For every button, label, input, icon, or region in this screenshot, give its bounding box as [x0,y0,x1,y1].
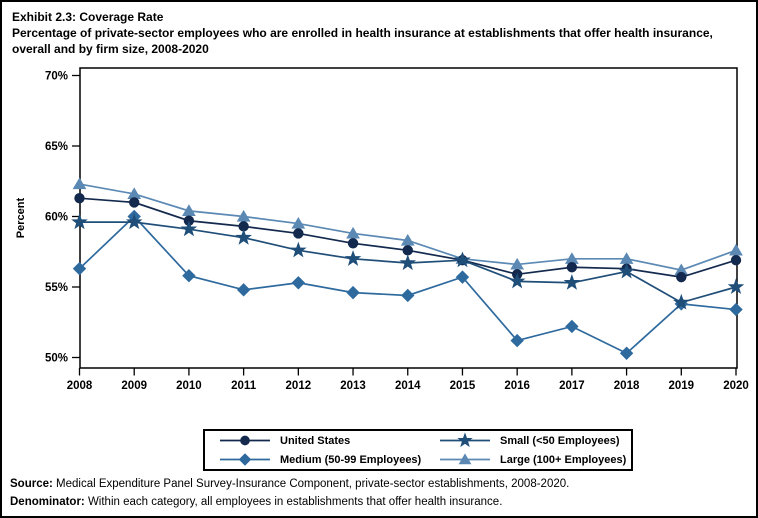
series-large-100-employees [72,177,743,276]
x-axis-tick-label: 2020 [723,380,749,392]
denominator-label: Denominator: [10,495,85,508]
circle-marker [129,197,140,208]
circle-marker [293,228,304,239]
legend-marker-diamond-icon [220,453,270,466]
legend-item-label: Large (100+ Employees) [500,453,627,466]
x-axis-tick-label: 2019 [668,380,694,392]
star-marker [344,250,362,266]
star-marker [71,213,88,230]
diamond-marker [72,261,87,276]
star-marker [618,262,635,279]
star-marker [399,254,417,271]
diamond-marker [236,283,251,297]
triangle-marker [400,233,415,246]
triangle-marker [458,453,472,465]
legend-marker-circle-icon [220,435,270,446]
diamond-marker [455,270,470,284]
triangle-marker [729,243,743,256]
diamond-marker [401,288,415,303]
diamond-marker [729,302,743,317]
denominator-text: Within each category, all employees in e… [84,495,503,508]
x-axis-tick-label: 2011 [231,380,257,392]
denominator-note: Denominator: Within each category, all e… [10,494,754,512]
series-small-50-employees [71,213,745,310]
x-axis-tick-label: 2018 [614,380,640,392]
exhibit-title: Exhibit 2.3: Coverage Rate [12,10,164,24]
legend-item-medium-50-99-employees: Medium (50-99 Employees) [219,451,439,468]
circle-marker [676,271,687,283]
legend-item-label: Small (<50 Employees) [500,434,620,447]
y-axis-label: Percent [15,197,27,238]
star-marker [673,293,690,310]
y-axis-tick-label: 65% [45,141,68,153]
x-axis-tick-label: 2012 [286,380,312,392]
circle-marker [566,262,578,273]
star-marker [235,228,252,245]
star-marker [508,272,526,289]
circle-marker [347,238,359,249]
x-axis-tick-label: 2010 [176,380,202,392]
diamond-marker [510,333,524,348]
diamond-marker [182,269,196,283]
x-axis-tick-label: 2014 [395,380,421,392]
circle-marker [402,245,413,256]
x-axis-tick-label: 2016 [504,380,530,392]
chart-subtitle: Percentage of private-sector employees w… [12,25,713,56]
y-axis-tick-label: 60% [45,212,68,224]
diamond-marker [565,319,579,334]
legend-marker-triangle-icon [440,453,490,465]
diamond-marker [291,276,306,290]
legend-item-label: Medium (50-99 Employees) [280,453,422,466]
star-marker [180,220,198,237]
star-marker [457,432,473,448]
diamond-marker [346,285,360,300]
circle-marker [74,192,85,204]
triangle-marker [182,204,196,216]
source-note: Source: Medical Expenditure Panel Survey… [10,476,754,494]
diamond-marker [619,346,634,360]
title-block: Exhibit 2.3: Coverage Rate Percentage of… [12,10,724,57]
star-marker [125,213,143,230]
legend-item-united-states: United States [219,432,439,449]
source-label: Source: [10,478,53,490]
triangle-marker [346,226,360,239]
star-marker [727,278,745,295]
chart-legend: United States Small (<50 Employees) Medium… [203,429,633,471]
series-medium-50-99-employees [72,209,743,360]
circle-marker [240,435,250,446]
x-axis-tick-label: 2017 [559,380,585,392]
footer-notes: Source: Medical Expenditure Panel Survey… [10,476,754,512]
star-marker [454,251,471,268]
x-axis-tick-label: 2013 [340,380,366,392]
x-axis-tick-label: 2015 [450,380,476,392]
source-text: Medical Expenditure Panel Survey-Insuran… [52,478,570,490]
star-marker [563,274,581,290]
y-axis-tick-label: 50% [45,353,68,365]
star-marker [290,241,307,258]
x-axis-tick-label: 2008 [67,380,93,392]
y-axis-tick-label: 55% [45,282,68,294]
triangle-marker [291,216,306,229]
x-axis-tick-label: 2009 [121,380,147,392]
circle-marker [730,255,742,266]
triangle-marker [72,177,87,190]
triangle-marker [510,257,525,270]
diamond-marker [238,453,252,466]
legend-item-small-50-employees: Small (<50 Employees) [439,432,626,449]
y-axis-tick-label: 70% [45,71,68,83]
legend-marker-star-icon [440,432,490,448]
legend-item-label: United States [280,434,351,447]
legend-item-large-100-employees: Large (100+ Employees) [439,451,626,468]
triangle-marker [236,209,251,222]
